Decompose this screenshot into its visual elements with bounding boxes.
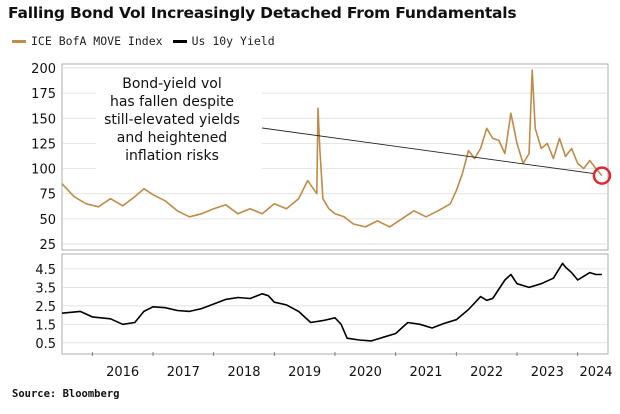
- x-tick-label: 2022: [470, 365, 503, 380]
- bottom-y-tick-label: 4.5: [35, 263, 56, 278]
- x-axis-ticks: 2016 2017 2018 2019 2020 2021 2022 2023 2024: [91, 352, 613, 380]
- top-panel-y-ticks: 200 175 150 125 100 75 50 25: [31, 62, 56, 253]
- top-y-tick-label: 25: [39, 238, 56, 253]
- top-y-tick-label: 100: [31, 163, 56, 178]
- source-note: Source: Bloomberg: [12, 388, 120, 400]
- top-y-tick-label: 50: [39, 213, 56, 228]
- bottom-y-tick-label: 1.5: [35, 318, 56, 333]
- annotation-line: has fallen despite: [110, 94, 234, 110]
- top-panel-frame: [61, 63, 609, 251]
- x-tick-label: 2020: [349, 365, 382, 380]
- chart-legend: ICE BofA MOVE Index Us 10y Yield: [12, 34, 285, 48]
- top-y-tick-label: 175: [31, 87, 56, 102]
- legend-swatch-yield: [172, 39, 187, 43]
- annotation-line: and heightened: [117, 130, 227, 146]
- top-y-tick-label: 125: [31, 137, 56, 152]
- annotation-background: [96, 72, 262, 170]
- top-y-tick-label: 75: [39, 188, 56, 203]
- x-tick-label: 2016: [106, 365, 139, 380]
- x-tick-label: 2019: [288, 365, 321, 380]
- bottom-y-tick-label: 3.5: [35, 281, 56, 296]
- top-y-tick-label: 200: [31, 62, 56, 77]
- legend-swatch-move: [12, 39, 26, 43]
- annotation-line: inflation risks: [125, 148, 219, 164]
- x-tick-label: 2018: [227, 365, 260, 380]
- legend-item-move: ICE BofA MOVE Index: [12, 34, 163, 48]
- annotation-text: Bond-yield vol has fallen despite still-el…: [96, 72, 262, 170]
- x-tick-label: 2024: [579, 365, 612, 380]
- legend-item-yield: Us 10y Yield: [172, 34, 275, 48]
- x-tick-label: 2021: [409, 365, 442, 380]
- top-y-tick-label: 150: [31, 112, 56, 127]
- bottom-panel-grid: [62, 268, 608, 344]
- bottom-panel-y-ticks: 4.5 3.5 2.5 1.5 0.5: [35, 263, 56, 352]
- x-tick-label: 2023: [531, 365, 564, 380]
- annotation-line: still-elevated yields: [104, 112, 240, 128]
- bottom-y-tick-label: 0.5: [35, 337, 56, 352]
- chart-title: Falling Bond Vol Increasingly Detached F…: [8, 4, 517, 22]
- move-index-line: [61, 69, 603, 228]
- legend-label-yield: Us 10y Yield: [191, 34, 275, 48]
- latest-value-marker: [592, 166, 612, 185]
- x-tick-label: 2017: [167, 365, 200, 380]
- annotation-line: Bond-yield vol: [122, 76, 222, 92]
- bottom-y-tick-label: 2.5: [35, 300, 56, 315]
- legend-label-move: ICE BofA MOVE Index: [31, 34, 163, 48]
- us-10y-yield-line: [61, 262, 602, 342]
